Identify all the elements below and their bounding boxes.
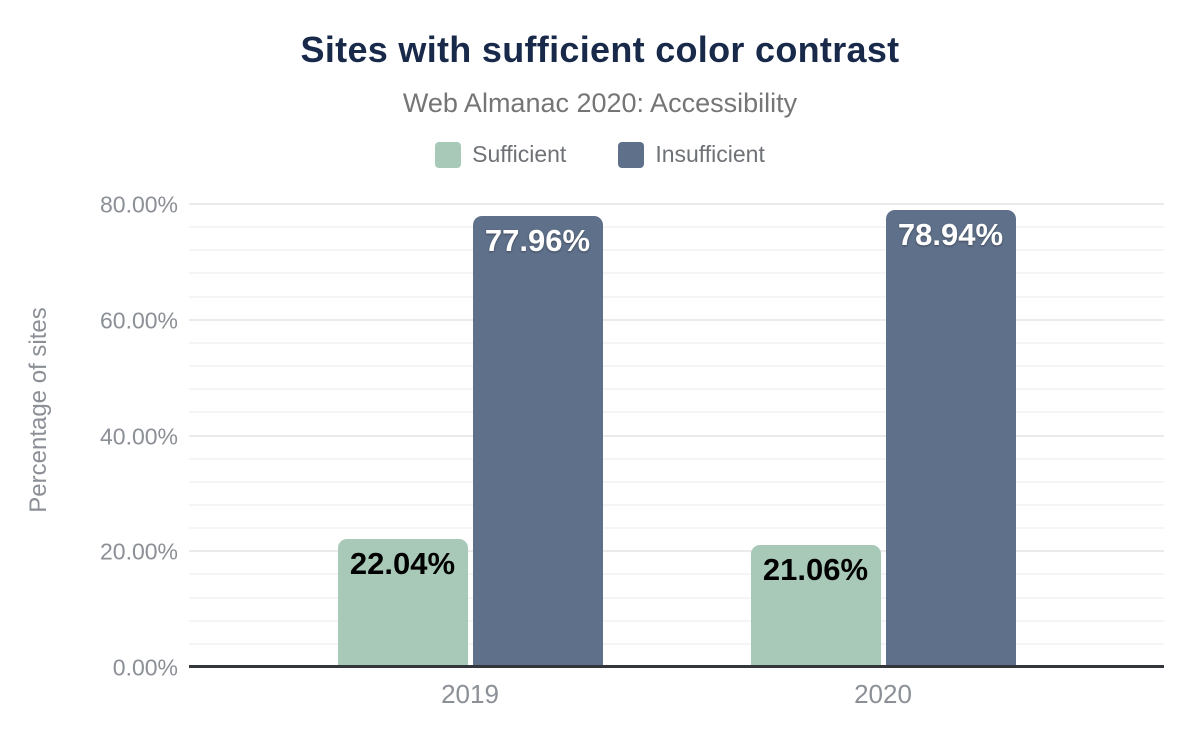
legend-label-sufficient: Sufficient bbox=[472, 141, 567, 167]
y-tick-label: 20.00% bbox=[99, 538, 178, 565]
gridline-minor bbox=[189, 226, 1164, 229]
gridline-major bbox=[189, 434, 1164, 437]
gridline-minor bbox=[189, 272, 1164, 275]
bar-value-label: 22.04% bbox=[349, 546, 456, 582]
y-tick-label: 0.00% bbox=[112, 654, 178, 681]
chart-title: Sites with sufficient color contrast bbox=[300, 29, 900, 70]
gridline-major bbox=[189, 550, 1164, 553]
gridline-minor bbox=[189, 365, 1164, 368]
gridline-minor bbox=[189, 249, 1164, 252]
legend-item-insufficient: Insufficient bbox=[618, 141, 765, 168]
gridline-major bbox=[189, 318, 1164, 321]
gridline-minor bbox=[189, 480, 1164, 483]
legend-item-sufficient: Sufficient bbox=[435, 141, 566, 168]
gridline-major bbox=[189, 203, 1164, 205]
bar-value-label: 78.94% bbox=[897, 217, 1004, 253]
gridline-minor bbox=[189, 411, 1164, 414]
y-tick-label: 40.00% bbox=[99, 423, 178, 449]
bar-value-label: 21.06% bbox=[762, 552, 869, 588]
gridline-minor bbox=[189, 503, 1164, 506]
plot-area: 0.00% 20.00% 40.00% 60.00% 80.00% 2019 2020 22.… bbox=[100, 193, 1164, 707]
y-tick-label: 60.00% bbox=[99, 307, 178, 334]
gridline-minor bbox=[189, 457, 1164, 460]
bar-value-label: 77.96% bbox=[484, 222, 591, 258]
gridline-minor bbox=[189, 573, 1164, 576]
y-axis-title: Percentage of sites bbox=[25, 307, 52, 513]
gridline-minor bbox=[189, 619, 1164, 622]
legend-swatch-sufficient bbox=[435, 141, 462, 168]
gridline-minor bbox=[189, 295, 1164, 298]
x-tick-label-2020: 2020 bbox=[854, 679, 912, 709]
y-tick-label: 80.00% bbox=[99, 191, 178, 218]
x-tick-label-2019: 2019 bbox=[441, 679, 499, 709]
bar-sufficient-2019: 22.04% bbox=[337, 539, 468, 667]
x-axis-line bbox=[189, 665, 1164, 668]
legend: Sufficient Insufficient bbox=[0, 141, 1200, 168]
bar-insufficient-2019: 77.96% bbox=[472, 215, 603, 667]
gridline-minor bbox=[189, 341, 1164, 344]
gridline-minor bbox=[189, 388, 1164, 391]
chart-subtitle: Web Almanac 2020: Accessibility bbox=[402, 88, 798, 118]
gridline-minor bbox=[189, 596, 1164, 599]
legend-swatch-insufficient bbox=[618, 141, 645, 168]
bar-sufficient-2020: 21.06% bbox=[750, 545, 881, 667]
bar-insufficient-2020: 78.94% bbox=[885, 210, 1016, 667]
gridline-minor bbox=[189, 527, 1164, 530]
legend-label-insufficient: Insufficient bbox=[655, 141, 765, 167]
gridline-minor bbox=[189, 642, 1164, 645]
